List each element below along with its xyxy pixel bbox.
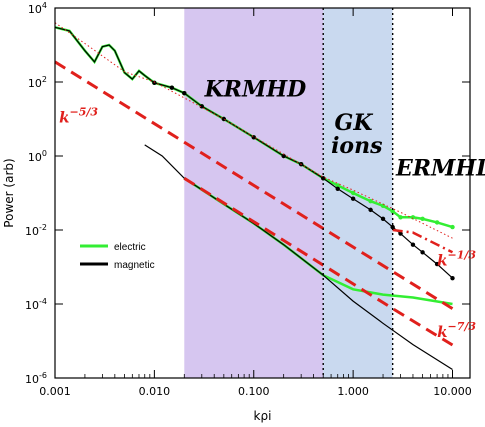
point-magnetic-21: [350, 196, 356, 201]
x-tick-label-0: 0.001: [39, 385, 71, 398]
series-slope-k-1-3: [392, 228, 454, 254]
x-tick-label-1: 0.010: [139, 385, 171, 398]
point-magnetic-29: [450, 275, 455, 281]
y-tick-label-5: 104: [28, 1, 47, 16]
slope-label-0: k−5/3: [59, 106, 98, 127]
series-magnetic-lower: [144, 144, 453, 371]
legend: electric magnetic: [80, 242, 155, 271]
region-label-3: ERMHD: [395, 155, 485, 181]
regions-layer: [184, 8, 470, 378]
boundaries-layer: [322, 8, 394, 378]
point-magnetic-14: [199, 104, 204, 109]
point-magnetic-20: [335, 186, 340, 191]
point-electric-22: [368, 199, 373, 204]
point-electric-25: [398, 215, 403, 220]
point-magnetic-26: [410, 242, 416, 247]
ticks-layer: 0.001 0.010 0.100 1.000 10.000 10-6 10-4 10-2 10…: [25, 1, 472, 398]
point-electric-20: [335, 183, 340, 188]
point-magnetic-22: [368, 207, 373, 213]
point-magnetic-17: [281, 153, 286, 159]
point-electric-28: [434, 220, 440, 225]
point-magnetic-27: [420, 250, 425, 255]
y-tick-label-1: 10-4: [25, 297, 47, 312]
point-electric-24: [390, 209, 395, 214]
region-label-1: GK: [335, 110, 374, 136]
region-ermhd: [392, 8, 470, 378]
point-magnetic-24: [390, 224, 395, 230]
x-tick-label-4: 10.000: [433, 385, 472, 398]
point-magnetic-11: [152, 80, 157, 86]
series-fit-red-upper: [54, 22, 453, 239]
plot-frame: [54, 7, 471, 379]
y-tick-label-3: 100: [28, 149, 47, 164]
y-tick-label-2: 10-2: [25, 223, 47, 238]
point-magnetic-28: [434, 261, 440, 267]
point-electric-29: [450, 224, 455, 230]
x-tick-label-2: 0.100: [238, 385, 270, 398]
slope-label-1: k−1/3: [437, 248, 476, 269]
point-electric-27: [420, 216, 425, 222]
legend-label-electric: electric: [114, 242, 146, 253]
point-magnetic-23: [380, 216, 386, 222]
region-label-2: ions: [331, 133, 382, 159]
series-slope-k-5-3-lower: [183, 177, 454, 347]
region-gk-ions: [323, 8, 393, 378]
region-label-0: KRMHD: [204, 77, 307, 103]
x-tick-label-3: 1.000: [337, 385, 369, 398]
point-magnetic-25: [398, 231, 403, 236]
point-electric-21: [350, 190, 356, 196]
y-axis-label: Power (arb): [2, 158, 16, 227]
point-magnetic-15: [221, 116, 227, 122]
y-tick-label-4: 102: [28, 75, 47, 90]
slope-label-2: k−7/3: [437, 320, 476, 341]
point-magnetic-13: [182, 90, 187, 96]
x-axis-label: kρi: [254, 409, 272, 423]
legend-label-magnetic: magnetic: [114, 260, 155, 271]
point-magnetic-12: [169, 85, 175, 90]
y-tick-label-0: 10-6: [25, 371, 47, 386]
